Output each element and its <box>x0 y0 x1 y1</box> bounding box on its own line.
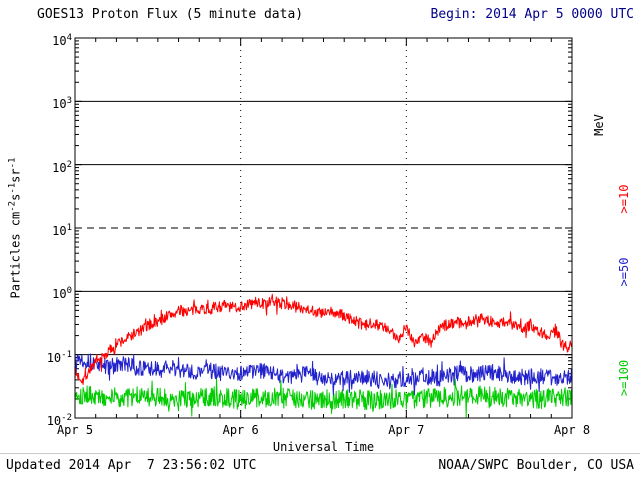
y-tick-label: 10-1 <box>46 349 72 365</box>
series-label-ge50: >=50 <box>617 257 631 287</box>
series-line-ge100mev <box>74 378 573 418</box>
series-label-ge10: >=10 <box>617 184 631 214</box>
y-tick-label: 100 <box>52 286 72 302</box>
begin-time-label: Begin: 2014 Apr 5 0000 UTC <box>430 7 635 22</box>
series-line-ge50mev <box>74 353 573 396</box>
y-tick-label: 104 <box>52 33 72 48</box>
y-tick-label: 102 <box>52 159 72 175</box>
chart-title: GOES13 Proton Flux (5 minute data) <box>37 7 304 22</box>
y-axis-label: Particles cm-2s-1sr-1 <box>7 157 23 299</box>
x-tick-label: Apr 8 <box>553 423 591 437</box>
series-label-mev: MeV <box>592 114 606 136</box>
credit-label: NOAA/SWPC Boulder, CO USA <box>438 458 634 473</box>
series-label-ge100: >=100 <box>617 359 631 397</box>
y-tick-label: 103 <box>52 96 72 112</box>
y-tick-label: 101 <box>52 223 72 238</box>
x-tick-label: Apr 7 <box>388 423 425 437</box>
x-tick-label: Apr 6 <box>222 423 259 437</box>
series-line-ge10mev <box>74 293 573 385</box>
x-tick-label: Apr 5 <box>56 423 94 437</box>
footer-divider <box>0 453 640 454</box>
y-tick-label: 10-2 <box>46 413 72 428</box>
x-axis-label: Universal Time <box>272 440 375 454</box>
updated-timestamp: Updated 2014 Apr 7 23:56:02 UTC <box>6 458 257 473</box>
